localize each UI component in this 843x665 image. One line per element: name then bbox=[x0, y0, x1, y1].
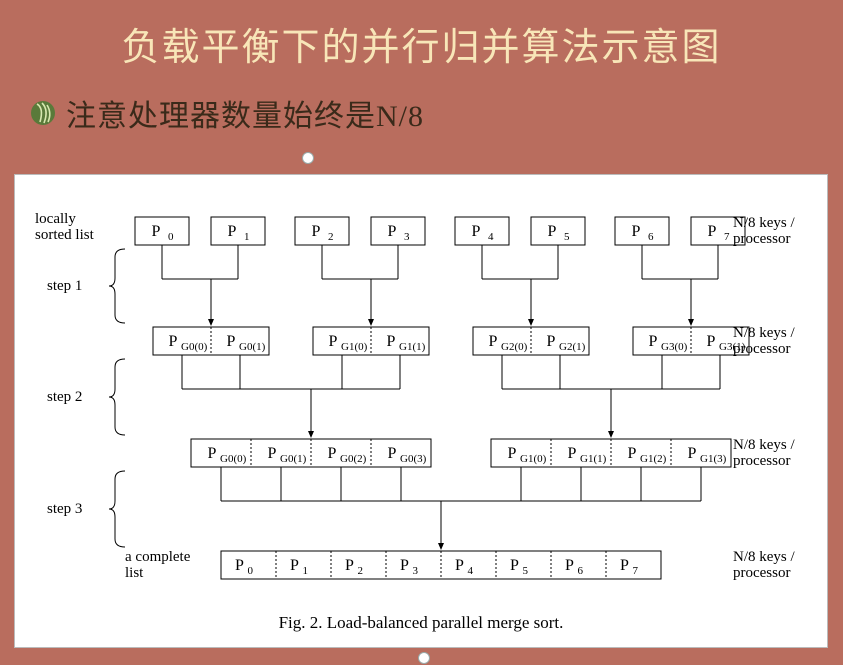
svg-text:G1(2): G1(2) bbox=[640, 453, 667, 465]
svg-text:G1(3): G1(3) bbox=[700, 453, 727, 465]
svg-text:G0(3): G0(3) bbox=[400, 453, 427, 465]
svg-text:P: P bbox=[707, 333, 716, 350]
svg-text:P: P bbox=[388, 445, 397, 462]
svg-text:7: 7 bbox=[633, 565, 639, 577]
figure-caption: Fig. 2. Load-balanced parallel merge sor… bbox=[15, 613, 827, 633]
svg-text:P: P bbox=[708, 223, 717, 240]
svg-text:N/8 keys /: N/8 keys / bbox=[733, 325, 795, 341]
svg-text:P: P bbox=[169, 333, 178, 350]
subtitle-row: 注意处理器数量始终是N/8 bbox=[30, 91, 843, 135]
svg-text:0: 0 bbox=[168, 231, 174, 243]
svg-text:P: P bbox=[489, 333, 498, 350]
svg-text:4: 4 bbox=[488, 231, 494, 243]
svg-text:P: P bbox=[328, 445, 337, 462]
svg-text:P: P bbox=[649, 333, 658, 350]
svg-text:2: 2 bbox=[358, 565, 364, 577]
svg-text:G2(0): G2(0) bbox=[501, 341, 528, 353]
svg-text:P: P bbox=[345, 557, 354, 574]
svg-text:P: P bbox=[329, 333, 338, 350]
merge-sort-diagram: P0P1P2P3P4P5P6P7PG0(0)PG0(1)PG1(0)PG1(1)… bbox=[15, 175, 829, 649]
svg-text:G3(0): G3(0) bbox=[661, 341, 688, 353]
svg-text:0: 0 bbox=[248, 565, 254, 577]
svg-text:N/8 keys /: N/8 keys / bbox=[733, 437, 795, 453]
svg-text:P: P bbox=[508, 445, 517, 462]
svg-text:7: 7 bbox=[724, 231, 730, 243]
svg-text:P: P bbox=[227, 333, 236, 350]
svg-text:step 1: step 1 bbox=[47, 278, 82, 294]
svg-text:5: 5 bbox=[523, 565, 529, 577]
svg-text:5: 5 bbox=[564, 231, 570, 243]
svg-text:P: P bbox=[290, 557, 299, 574]
figure-panel: P0P1P2P3P4P5P6P7PG0(0)PG0(1)PG1(0)PG1(1)… bbox=[14, 174, 828, 648]
svg-text:P: P bbox=[388, 223, 397, 240]
svg-text:P: P bbox=[510, 557, 519, 574]
svg-text:P: P bbox=[235, 557, 244, 574]
svg-text:locally: locally bbox=[35, 211, 76, 227]
svg-text:processor: processor bbox=[733, 231, 790, 247]
svg-text:P: P bbox=[632, 223, 641, 240]
svg-text:P: P bbox=[400, 557, 409, 574]
svg-text:P: P bbox=[387, 333, 396, 350]
svg-text:P: P bbox=[688, 445, 697, 462]
subtitle-text: 注意处理器数量始终是N/8 bbox=[66, 91, 424, 135]
svg-text:G1(0): G1(0) bbox=[341, 341, 368, 353]
svg-text:G1(0): G1(0) bbox=[520, 453, 547, 465]
svg-text:P: P bbox=[547, 333, 556, 350]
svg-text:N/8 keys /: N/8 keys / bbox=[733, 215, 795, 231]
svg-text:6: 6 bbox=[578, 565, 584, 577]
svg-text:P: P bbox=[208, 445, 217, 462]
svg-text:G0(2): G0(2) bbox=[340, 453, 367, 465]
svg-text:3: 3 bbox=[404, 231, 410, 243]
selection-handle-icon bbox=[302, 152, 314, 164]
svg-text:P: P bbox=[628, 445, 637, 462]
page-title: 负载平衡下的并行归并算法示意图 bbox=[0, 0, 843, 71]
selection-handle-icon bbox=[418, 652, 430, 664]
svg-text:1: 1 bbox=[303, 565, 309, 577]
svg-text:G0(0): G0(0) bbox=[181, 341, 208, 353]
svg-text:P: P bbox=[455, 557, 464, 574]
svg-text:processor: processor bbox=[733, 565, 790, 581]
svg-text:P: P bbox=[568, 445, 577, 462]
svg-text:2: 2 bbox=[328, 231, 334, 243]
svg-text:3: 3 bbox=[413, 565, 419, 577]
svg-text:G0(0): G0(0) bbox=[220, 453, 247, 465]
svg-text:a complete: a complete bbox=[125, 549, 191, 565]
svg-text:6: 6 bbox=[648, 231, 654, 243]
svg-text:G0(1): G0(1) bbox=[239, 341, 266, 353]
svg-text:P: P bbox=[620, 557, 629, 574]
svg-text:P: P bbox=[312, 223, 321, 240]
svg-text:4: 4 bbox=[468, 565, 474, 577]
svg-text:P: P bbox=[268, 445, 277, 462]
svg-text:list: list bbox=[125, 565, 144, 581]
svg-text:P: P bbox=[152, 223, 161, 240]
svg-text:step 3: step 3 bbox=[47, 501, 82, 517]
svg-text:G0(1): G0(1) bbox=[280, 453, 307, 465]
svg-text:N/8 keys /: N/8 keys / bbox=[733, 549, 795, 565]
svg-text:P: P bbox=[565, 557, 574, 574]
svg-text:G1(1): G1(1) bbox=[399, 341, 426, 353]
svg-text:processor: processor bbox=[733, 341, 790, 357]
svg-text:G2(1): G2(1) bbox=[559, 341, 586, 353]
svg-text:P: P bbox=[548, 223, 557, 240]
svg-text:step 2: step 2 bbox=[47, 389, 82, 405]
bullet-icon bbox=[30, 100, 56, 126]
svg-text:G1(1): G1(1) bbox=[580, 453, 607, 465]
svg-text:1: 1 bbox=[244, 231, 250, 243]
svg-text:sorted list: sorted list bbox=[35, 227, 95, 243]
svg-text:P: P bbox=[228, 223, 237, 240]
svg-text:P: P bbox=[472, 223, 481, 240]
svg-text:processor: processor bbox=[733, 453, 790, 469]
